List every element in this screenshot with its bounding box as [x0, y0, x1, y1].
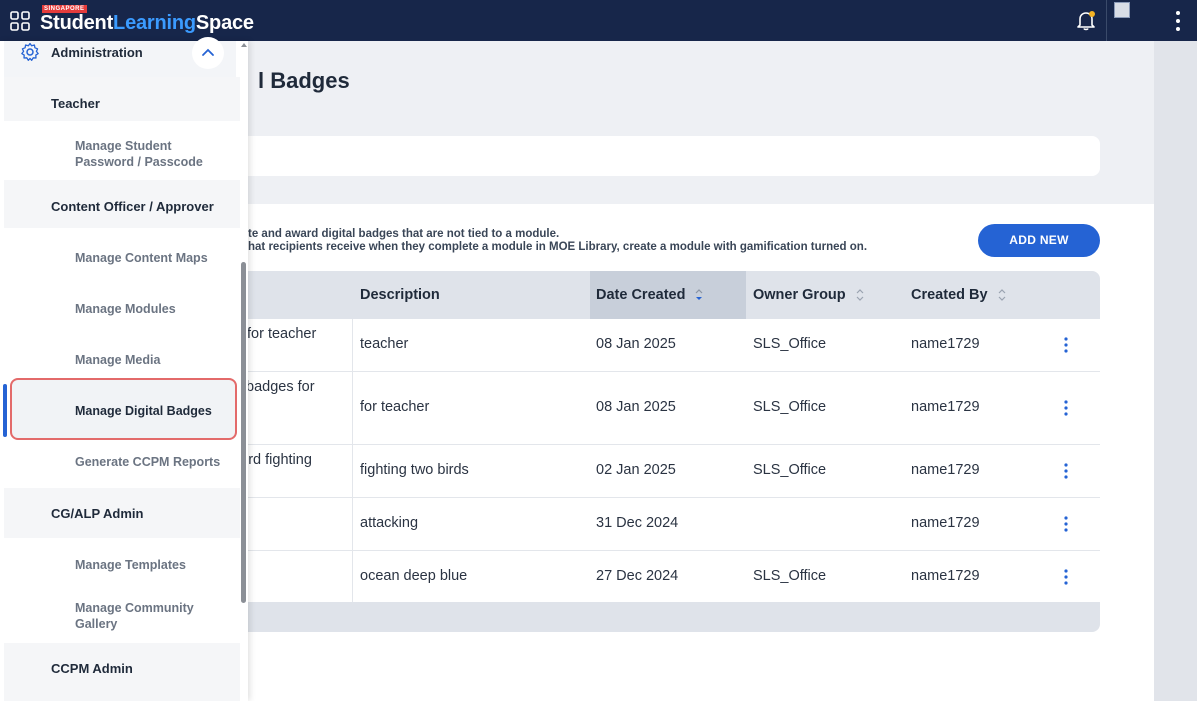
row-actions-icon[interactable]	[1063, 337, 1069, 353]
created-by: name1729	[911, 515, 980, 531]
badge-name: badges for	[248, 379, 315, 395]
row-actions-icon[interactable]	[1063, 463, 1069, 479]
section-label-content-officer: Content Officer / Approver	[51, 199, 214, 214]
active-indicator	[3, 384, 7, 437]
created-by: name1729	[911, 568, 980, 584]
row-actions-icon[interactable]	[1063, 400, 1069, 416]
top-divider	[1106, 0, 1107, 41]
sidebar-item-manage-community-gallery[interactable]: Manage Community Gallery	[75, 601, 194, 631]
notification-bell-icon[interactable]	[1075, 9, 1097, 31]
badge-name: ird fighting	[248, 452, 312, 468]
page-title: l Badges	[258, 68, 350, 93]
badge-description: ocean deep blue	[360, 568, 468, 584]
sidebar-scrollbar[interactable]	[241, 262, 246, 603]
table-row[interactable]: attacking 31 Dec 2024 name1729	[248, 498, 1100, 551]
collapse-button[interactable]	[192, 37, 224, 69]
date-created: 31 Dec 2024	[596, 515, 679, 531]
badge-description: fighting two birds	[360, 462, 469, 478]
info-text-line-1: te and award digital badges that are not…	[248, 228, 560, 240]
badge-description: for teacher	[360, 399, 430, 415]
sidebar-item-generate-ccpm-reports[interactable]: Generate CCPM Reports	[75, 455, 221, 469]
sidebar-item-manage-templates[interactable]: Manage Templates	[75, 558, 186, 572]
date-created: 27 Dec 2024	[596, 568, 679, 584]
row-actions-icon[interactable]	[1063, 516, 1069, 532]
search-bar[interactable]	[248, 136, 1100, 176]
sidebar-item-label-manage-digital-badges: Manage Digital Badges	[75, 404, 212, 418]
brand-word-learning: Learning	[113, 12, 196, 34]
created-by: name1729	[911, 399, 980, 415]
section-label-teacher: Teacher	[51, 96, 100, 111]
created-by: name1729	[911, 462, 980, 478]
brand-title: StudentLearningSpace	[40, 12, 254, 35]
sort-icon	[998, 289, 1006, 302]
scroll-up-arrow-icon[interactable]	[240, 41, 248, 49]
add-new-button[interactable]: ADD NEW	[978, 224, 1100, 257]
badges-table: Description Date Created Owner Group Cre…	[248, 271, 1100, 632]
date-created: 02 Jan 2025	[596, 462, 676, 478]
header-description[interactable]: Description	[360, 287, 440, 303]
sidebar-item-manage-modules[interactable]: Manage Modules	[75, 302, 176, 316]
section-label-ccpm-admin: CCPM Admin	[51, 661, 133, 676]
header-owner-group[interactable]: Owner Group	[753, 271, 864, 319]
header-created-by[interactable]: Created By	[911, 271, 1006, 319]
section-teacher	[4, 77, 240, 121]
badge-name: for teacher	[248, 326, 317, 342]
sort-icon	[856, 289, 864, 302]
admin-sidebar: Administration Teacher Manage Student Pa…	[0, 37, 248, 701]
brand-word-space: Space	[195, 12, 254, 34]
gear-icon	[21, 42, 39, 61]
sort-desc-icon	[696, 289, 703, 301]
right-gutter	[1154, 41, 1197, 701]
info-text-line-2: hat recipients receive when they complet…	[248, 241, 868, 253]
user-avatar[interactable]	[1114, 2, 1130, 18]
date-created: 08 Jan 2025	[596, 336, 676, 352]
brand-word-student: Student	[40, 12, 114, 34]
sidebar-item-manage-student-password[interactable]: Manage Student Password / Passcode	[75, 139, 203, 169]
apps-grid-icon[interactable]	[10, 11, 30, 31]
badge-description: teacher	[360, 336, 409, 352]
owner-group: SLS_Office	[753, 399, 827, 415]
table-header: Description Date Created Owner Group Cre…	[248, 271, 1100, 319]
section-ccpm-admin	[4, 643, 240, 701]
table-row[interactable]: badges for for teacher 08 Jan 2025 SLS_O…	[248, 372, 1100, 445]
owner-group: SLS_Office	[753, 336, 827, 352]
badge-description: attacking	[360, 515, 419, 531]
table-row[interactable]: ird fighting fighting two birds 02 Jan 2…	[248, 445, 1100, 498]
column-divider	[352, 319, 353, 602]
brand-tag: SINGAPORE	[42, 5, 87, 13]
row-actions-icon[interactable]	[1063, 569, 1069, 585]
owner-group: SLS_Office	[753, 462, 827, 478]
more-options-icon[interactable]	[1173, 10, 1183, 32]
sidebar-item-manage-media[interactable]: Manage Media	[75, 353, 161, 367]
administration-label: Administration	[51, 45, 143, 60]
table-row[interactable]: ocean deep blue 27 Dec 2024 SLS_Office n…	[248, 551, 1100, 602]
top-bar: SINGAPORE StudentLearningSpace	[0, 0, 1197, 41]
table-row[interactable]: for teacher teacher 08 Jan 2025 SLS_Offi…	[248, 319, 1100, 372]
section-content-officer	[4, 180, 240, 228]
sidebar-item-manage-digital-badges[interactable]	[10, 378, 237, 440]
owner-group: SLS_Office	[753, 568, 827, 584]
chevron-up-icon	[202, 48, 214, 56]
header-date-created[interactable]: Date Created	[590, 271, 746, 319]
sidebar-item-manage-content-maps[interactable]: Manage Content Maps	[75, 251, 208, 265]
section-label-cg-alp-admin: CG/ALP Admin	[51, 506, 144, 521]
created-by: name1729	[911, 336, 980, 352]
date-created: 08 Jan 2025	[596, 399, 676, 415]
section-cg-alp-admin	[4, 488, 240, 538]
table-footer	[248, 602, 1100, 632]
